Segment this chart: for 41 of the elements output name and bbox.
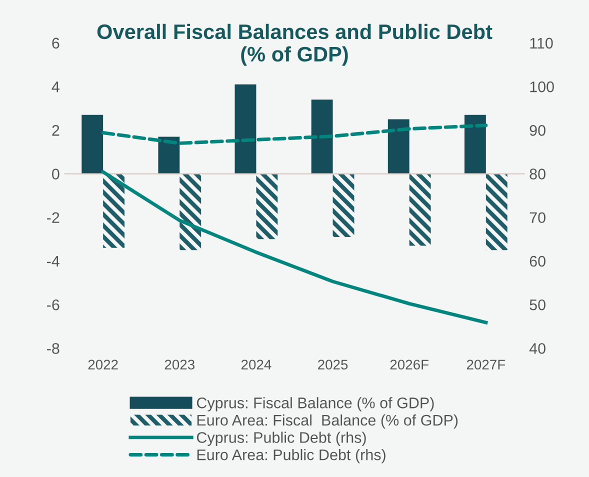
- legend-label: Euro Area: Fiscal Balance (% of GDP): [197, 414, 458, 429]
- y-tick-label: 2: [52, 125, 60, 136]
- bar: [180, 174, 202, 250]
- legend-label: Cyprus: Fiscal Balance (% of GDP): [196, 397, 434, 412]
- x-tick-label: 2025: [318, 360, 348, 370]
- y2-tick-label: 70: [530, 212, 546, 224]
- y-tick-label: -6: [47, 299, 60, 310]
- bar: [486, 174, 508, 250]
- line-series: [101, 124, 488, 145]
- chart-title: Overall Fiscal Balances and Public Debt (% of GDP): [97, 24, 492, 66]
- legend-label: Cyprus: Public Debt (rhs): [196, 432, 366, 446]
- x-tick-label: 2024: [241, 360, 272, 370]
- legend-label: Euro Area: Public Debt (rhs): [197, 449, 386, 464]
- x-tick-label: 2022: [88, 360, 118, 370]
- y2-tick-label: 60: [530, 256, 546, 267]
- y-tick-label: -4: [47, 256, 60, 267]
- x-tick-label: 2023: [164, 360, 194, 370]
- bar: [388, 119, 410, 174]
- y2-tick-label: 80: [530, 168, 546, 180]
- bar: [103, 174, 125, 248]
- bar: [256, 174, 278, 240]
- y-tick-label: 4: [52, 82, 60, 92]
- x-tick-label: 2026F: [390, 360, 428, 370]
- line-series: [101, 170, 488, 324]
- y2-tick-label: 50: [530, 299, 546, 310]
- bar: [311, 100, 333, 174]
- bar: [409, 174, 431, 246]
- bar: [82, 114, 104, 174]
- y2-tick-label: 100: [530, 81, 554, 92]
- bar: [464, 114, 486, 174]
- y-tick-label: 0: [52, 168, 60, 180]
- bar: [158, 136, 180, 174]
- y-tick-label: -8: [47, 343, 60, 354]
- y2-tick-label: 40: [529, 343, 546, 354]
- x-tick-label: 2027F: [466, 360, 506, 370]
- y-tick-label: 6: [52, 38, 60, 49]
- bar: [332, 174, 354, 237]
- y2-tick-label: 110: [530, 38, 553, 49]
- y-tick-label: -2: [47, 212, 60, 223]
- y2-tick-label: 90: [530, 125, 546, 136]
- bar: [234, 84, 256, 174]
